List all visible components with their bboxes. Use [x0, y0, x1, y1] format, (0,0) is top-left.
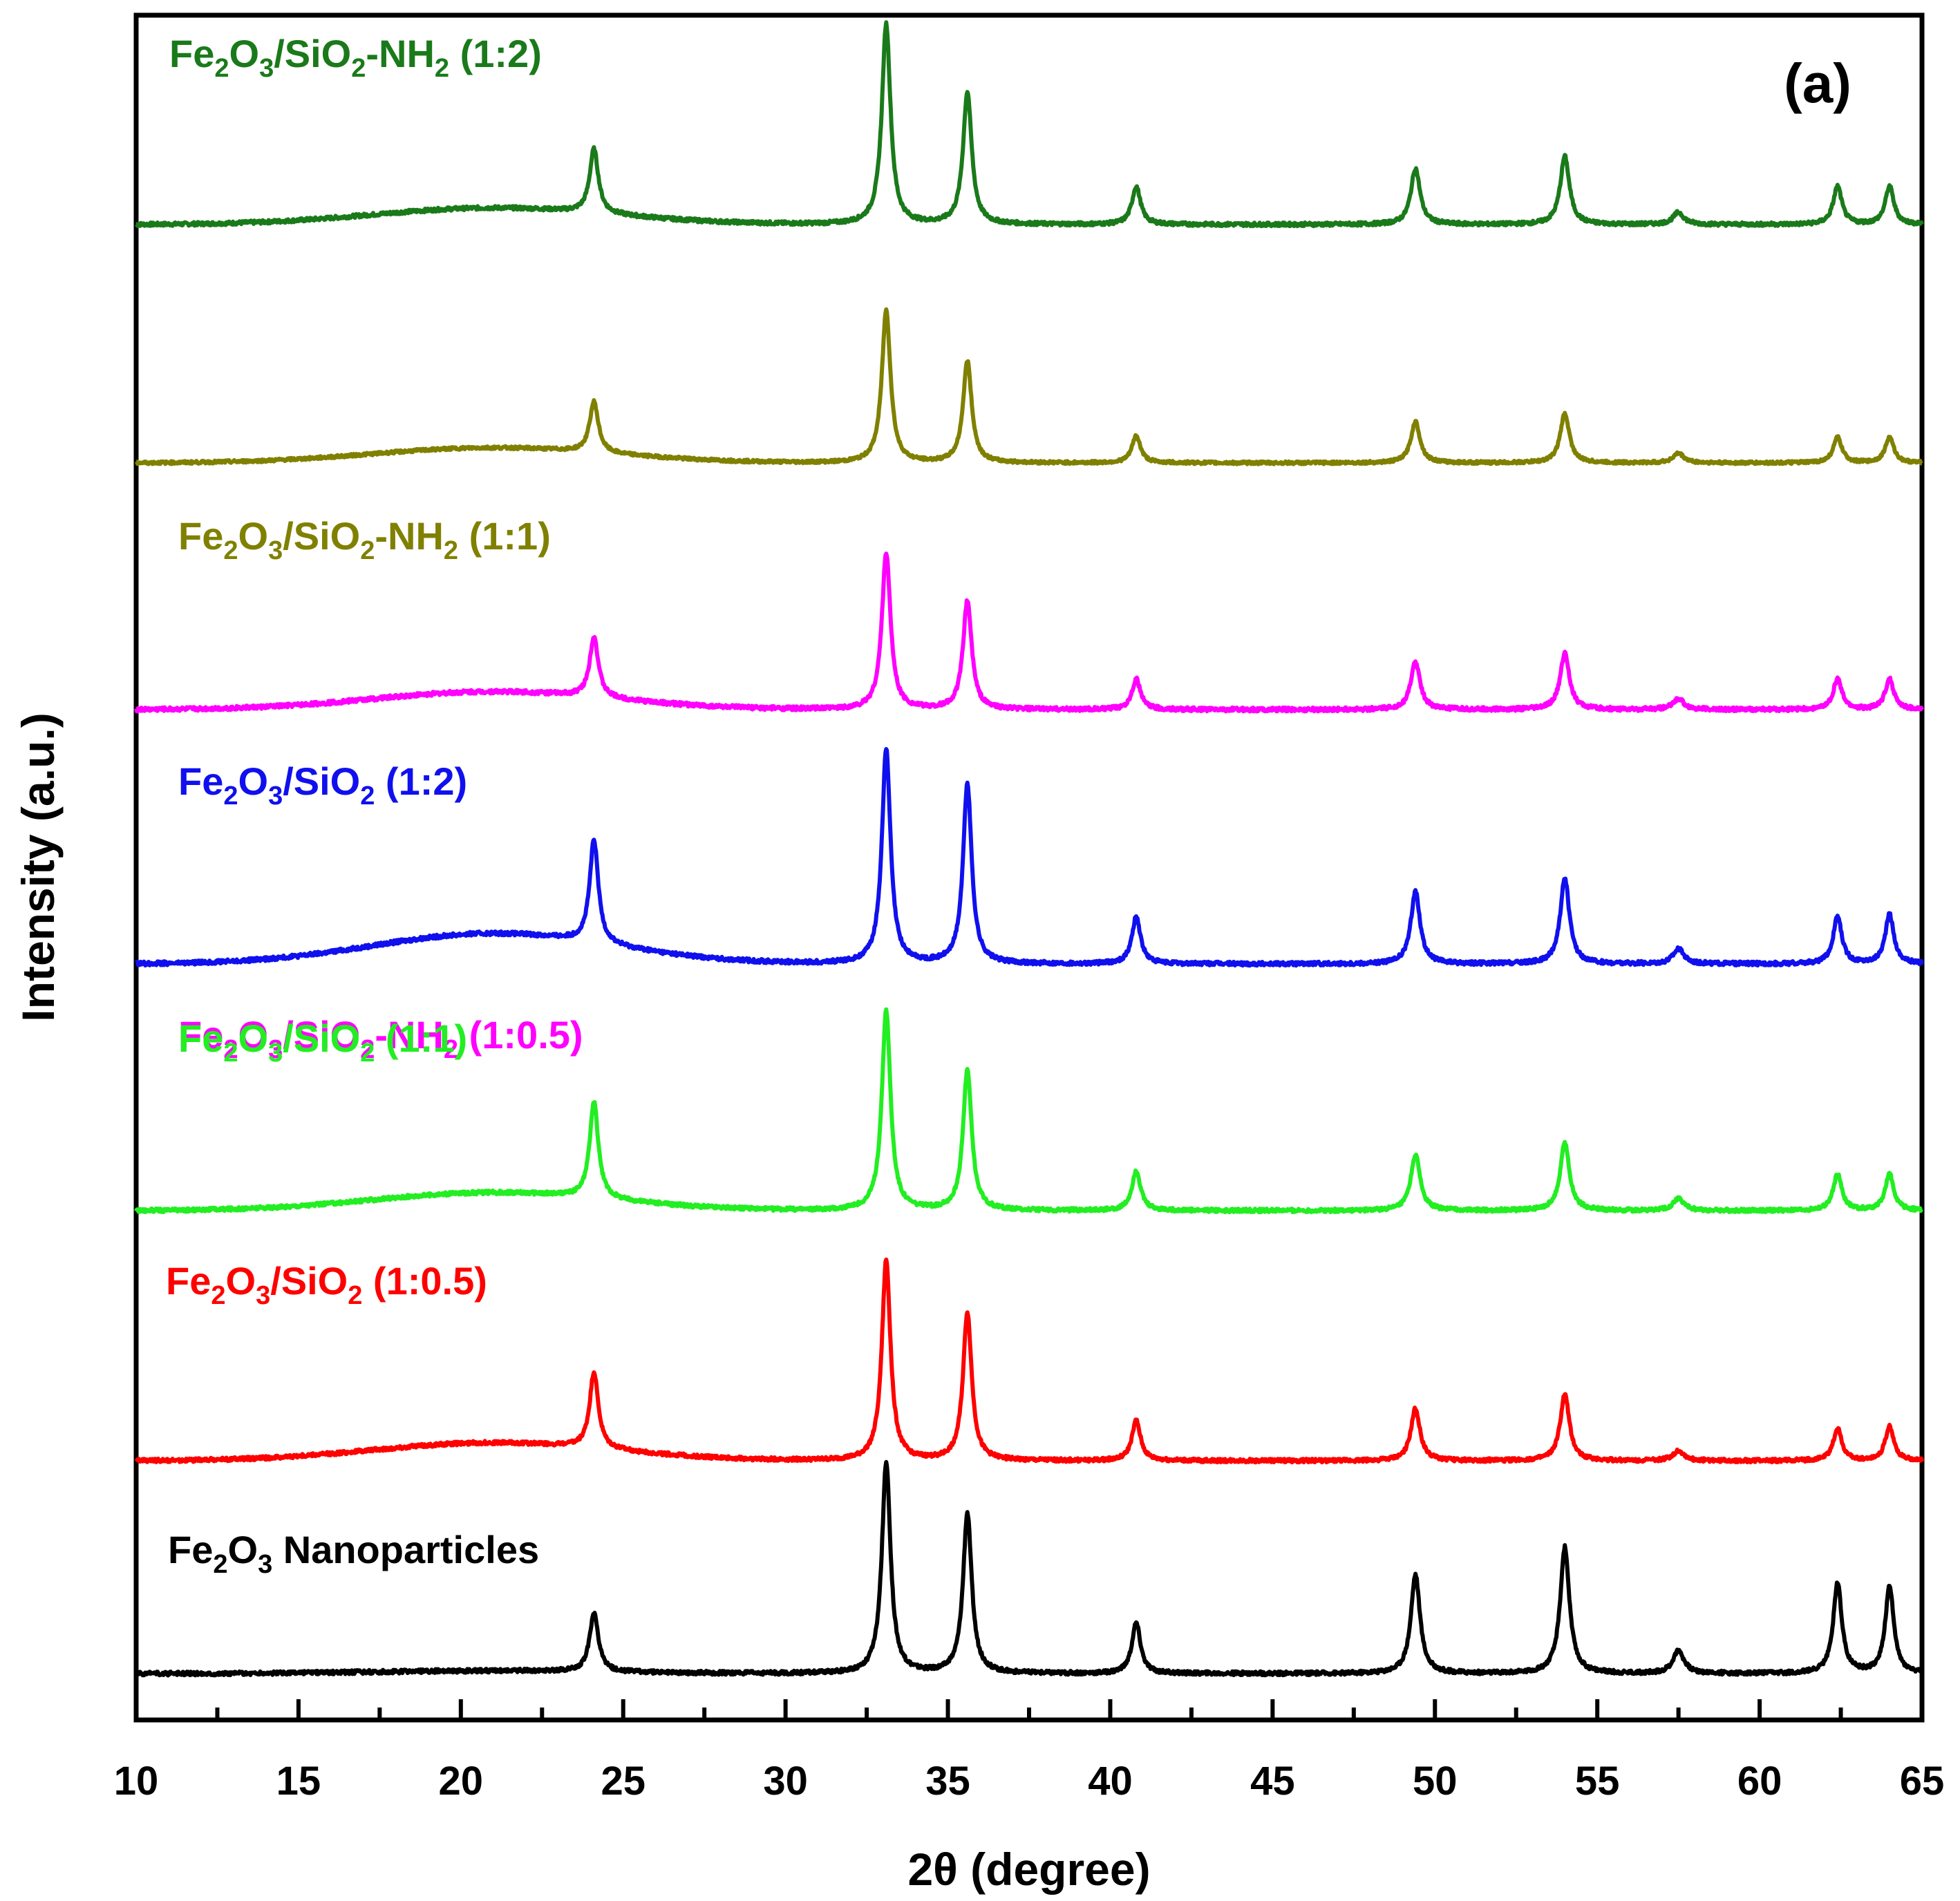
series-label-0-sub2: 3	[259, 54, 274, 83]
x-tick-label-55: 55	[1575, 1759, 1620, 1804]
series-label-2-base2: O	[238, 1013, 269, 1057]
series-layer	[134, 20, 1924, 1678]
series-label-1-rest2: -NH	[375, 514, 444, 558]
x-tick-label-10: 10	[114, 1759, 159, 1804]
x-tick-label-20: 20	[439, 1759, 484, 1804]
plot-frame	[133, 12, 1925, 1723]
series-label-1-rest: /SiO	[283, 514, 360, 558]
series-label-5: Fe2O3/SiO2 (1:0.5)	[166, 1259, 487, 1310]
series-label-1: Fe2O3/SiO2-NH2 (1:1)	[178, 514, 551, 565]
x-tick-label-50: 50	[1413, 1759, 1458, 1804]
x-axis-ticks: 10 15 20 25 30 35 40 45 50 55 60 65	[114, 1699, 1945, 1804]
series-label-4-base2: O	[238, 1016, 269, 1060]
series-label-0-sub1: 2	[214, 54, 229, 83]
series-label-4-base1: Fe	[178, 1016, 223, 1060]
series-label-5-sub1: 2	[211, 1281, 225, 1310]
series-label-4-rest: /SiO	[283, 1016, 360, 1060]
series-label-5-base2: O	[226, 1259, 256, 1303]
x-tick-label-35: 35	[925, 1759, 970, 1804]
series-label-3-tail: (1:2)	[375, 759, 467, 803]
x-tick-label-65: 65	[1900, 1759, 1945, 1804]
series-label-5-sub3: 2	[348, 1281, 362, 1310]
series-label-4-tail: (1:1)	[375, 1016, 467, 1060]
x-tick-label-30: 30	[763, 1759, 808, 1804]
x-tick-label-45: 45	[1250, 1759, 1295, 1804]
series-label-1-base1: Fe	[178, 514, 223, 558]
series-label-2-sub4: 2	[444, 1035, 458, 1064]
series-line-1	[134, 307, 1924, 466]
y-axis-title: Intensity (a.u.)	[12, 712, 64, 1021]
series-label-1-tail: (1:1)	[458, 514, 551, 558]
series-label-6: Fe2O3 Nanoparticles	[168, 1528, 539, 1579]
series-label-0-tail: (1:2)	[449, 32, 542, 75]
series-label-6-rest: Nanoparticles	[272, 1528, 539, 1571]
series-label-1-sub3: 2	[360, 536, 375, 565]
x-tick-label-25: 25	[601, 1759, 646, 1804]
series-label-5-rest: /SiO	[270, 1259, 348, 1303]
series-label-4-sub2: 3	[268, 1039, 283, 1068]
series-label-3-base2: O	[238, 759, 269, 803]
x-tick-label-15: 15	[276, 1759, 321, 1804]
series-label-0-rest: /SiO	[274, 32, 351, 75]
series-line-2	[134, 551, 1924, 714]
series-line-3	[134, 747, 1924, 968]
series-label-2-sub2: 3	[268, 1035, 283, 1064]
series-label-3-sub2: 3	[268, 782, 283, 811]
series-label-2-rest: /SiO	[283, 1013, 360, 1057]
series-label-4: Fe2O3/SiO2 (1:1)	[178, 1016, 467, 1068]
series-line-4	[134, 1007, 1924, 1215]
x-tick-label-40: 40	[1088, 1759, 1133, 1804]
series-label-4-sub3: 2	[360, 1039, 375, 1068]
series-label-6-base2: O	[228, 1528, 258, 1571]
series-label-3-rest: /SiO	[283, 759, 360, 803]
series-label-3-sub1: 2	[223, 782, 238, 811]
series-label-2-sub3: 2	[360, 1035, 375, 1064]
series-label-2: Fe2O3/SiO2-NH2 (1:0.5)	[178, 1013, 583, 1064]
series-label-6-sub1: 2	[213, 1550, 227, 1579]
series-label-3-base1: Fe	[178, 759, 223, 803]
series-label-layer: Fe2O3/SiO2-NH2 (1:2)Fe2O3/SiO2-NH2 (1:1)…	[166, 32, 583, 1579]
series-label-2-sub1: 2	[223, 1035, 238, 1064]
series-line-6	[134, 1459, 1924, 1678]
series-label-3-sub3: 2	[360, 782, 375, 811]
series-label-6-base1: Fe	[168, 1528, 213, 1571]
panel-label: (a)	[1784, 53, 1851, 114]
series-label-1-sub2: 3	[268, 536, 283, 565]
series-line-0	[134, 20, 1924, 229]
series-label-1-base2: O	[238, 514, 269, 558]
series-label-3: Fe2O3/SiO2 (1:2)	[178, 759, 467, 811]
series-label-2-base1: Fe	[178, 1013, 223, 1057]
series-label-0: Fe2O3/SiO2-NH2 (1:2)	[169, 32, 542, 83]
series-label-5-base1: Fe	[166, 1259, 211, 1303]
series-label-6-sub2: 3	[258, 1550, 272, 1579]
series-label-0-sub4: 2	[435, 54, 449, 83]
series-label-2-rest2: -NH	[375, 1013, 444, 1057]
series-line-5	[134, 1257, 1924, 1465]
series-label-5-sub2: 3	[256, 1281, 270, 1310]
series-label-5-tail: (1:0.5)	[362, 1259, 487, 1303]
series-label-0-rest2: -NH	[366, 32, 435, 75]
series-label-1-sub4: 2	[444, 536, 458, 565]
series-label-2-tail: (1:0.5)	[458, 1013, 583, 1057]
series-label-0-base1: Fe	[169, 32, 214, 75]
series-label-1-sub1: 2	[223, 536, 238, 565]
series-label-0-base2: O	[229, 32, 260, 75]
x-tick-label-60: 60	[1737, 1759, 1782, 1804]
x-axis-title: 2θ (degree)	[907, 1844, 1150, 1895]
series-label-4-sub1: 2	[223, 1039, 238, 1068]
series-label-0-sub3: 2	[351, 54, 366, 83]
